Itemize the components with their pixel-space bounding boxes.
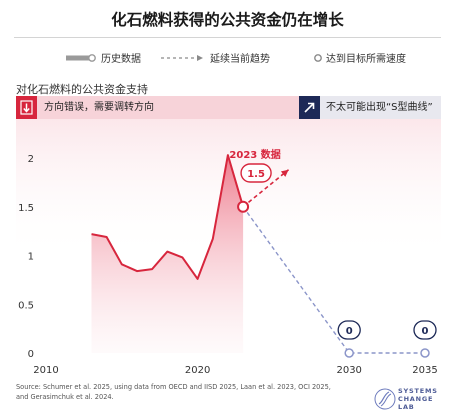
y-tick-label: 2 [28, 154, 34, 165]
y-tick-label: 0.5 [18, 300, 34, 311]
annotation-zero-value: 0 [346, 326, 353, 337]
logo-line-1: SYSTEMS [398, 387, 438, 395]
x-tick-label: 2010 [33, 365, 58, 376]
arrow-down-icon [16, 96, 37, 119]
legend-historical-label: 历史数据 [101, 54, 141, 65]
annotation-zero-pill [413, 320, 437, 340]
band-right-text: 不太可能出现“S型曲线” [326, 102, 433, 113]
legend-item-trend: 延续当前趋势 [161, 50, 270, 65]
logo-line-2: CHANGE [398, 395, 434, 403]
x-tick-label: 2030 [336, 365, 361, 376]
systems-change-lab-logo: SYSTEMS CHANGE LAB [374, 385, 446, 413]
band-wrong-direction: 方向错误，需要调转方向 [16, 96, 299, 119]
annotation-2023-label: 2023 数据 [229, 148, 280, 161]
source-note: Source: Schumer et al. 2025, using data … [16, 383, 361, 402]
legend-item-target: 达到目标所需速度 [277, 50, 406, 65]
legend-item-historical: 历史数据 [66, 50, 141, 65]
target-point [344, 348, 354, 358]
section-title: 对化石燃料的公共资金支持 [16, 83, 148, 96]
legend: 历史数据 延续当前趋势 达到目标所需速度 [0, 50, 455, 68]
legend-target-label: 达到目标所需速度 [326, 54, 406, 65]
annotation-zero-value: 0 [422, 326, 429, 337]
source-line-1: Source: Schumer et al. 2025, using data … [16, 383, 331, 391]
legend-trend-label: 延续当前趋势 [210, 54, 270, 65]
legend-trend-swatch [161, 54, 203, 61]
target-point [420, 348, 430, 358]
legend-historical-swatch [66, 53, 96, 62]
source-line-2: and Gerasimchuk et al. 2024. [16, 392, 114, 401]
x-tick-label: 2035 [412, 365, 437, 376]
x-tick-label: 2020 [185, 365, 210, 376]
logo-mark-icon [374, 388, 396, 410]
arrow-up-right-icon [299, 96, 320, 119]
point-2023 [237, 200, 250, 213]
chart-title: 化石燃料获得的公共资金仍在增长 [111, 11, 344, 29]
legend-target-swatch [277, 53, 322, 62]
trend-line [242, 169, 290, 208]
trend-arrowhead [280, 169, 289, 177]
historical-area [91, 155, 244, 353]
annotation-2023-value: 1.5 [247, 169, 265, 180]
logo-text: SYSTEMS CHANGE LAB [398, 387, 438, 411]
logo-line-3: LAB [398, 403, 415, 411]
y-tick-label: 1.5 [18, 203, 34, 214]
band-no-s-curve: 不太可能出现“S型曲线” [299, 96, 441, 119]
y-tick-label: 0 [28, 349, 34, 360]
y-tick-label: 1 [28, 252, 34, 263]
band-left-text: 方向错误，需要调转方向 [44, 102, 154, 113]
historical-line [91, 154, 245, 280]
annotation-2023-pill [240, 163, 272, 183]
target-line [242, 206, 425, 354]
annotation-zero-pill [337, 320, 361, 340]
title-divider [14, 37, 441, 38]
